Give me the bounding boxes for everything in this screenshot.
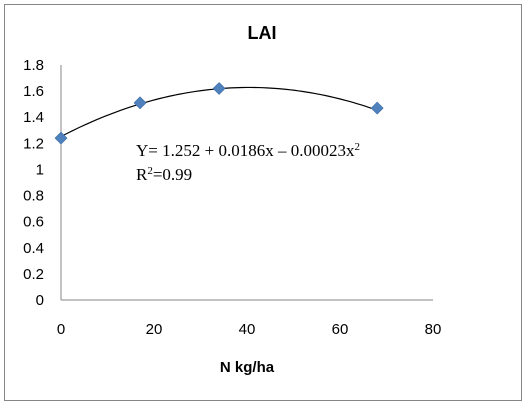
x-tick-label: 20 — [146, 321, 163, 338]
y-tick-labels: 0 0.2 0.4 0.6 0.8 1 1.2 1.4 1.6 1.8 — [23, 57, 44, 309]
x-tick-label: 0 — [57, 321, 65, 338]
data-points — [54, 82, 384, 145]
x-tick-label: 40 — [239, 321, 256, 338]
y-tick-label: 0.2 — [23, 266, 44, 283]
x-tick-labels: 0 20 40 60 80 — [57, 321, 442, 338]
y-tick-label: 0.8 — [23, 188, 44, 205]
y-tick-label: 0.4 — [23, 240, 44, 257]
x-tick-label: 80 — [425, 321, 442, 338]
chart-title: LAI — [248, 23, 277, 43]
data-point — [370, 101, 384, 115]
data-point — [133, 96, 147, 110]
data-point — [54, 131, 68, 145]
x-axis-title: N kg/ha — [220, 359, 275, 376]
r-squared-prefix: R — [136, 165, 148, 184]
y-tick-label: 0 — [36, 292, 44, 309]
y-tick-label: 1.6 — [23, 83, 44, 100]
r-squared-suffix: =0.99 — [153, 165, 192, 184]
data-point — [212, 82, 226, 95]
x-tick-label: 60 — [332, 321, 349, 338]
y-tick-label: 1 — [36, 161, 44, 178]
y-tick-label: 1.8 — [23, 57, 44, 74]
equation-superscript: 2 — [354, 141, 360, 153]
r-squared-superscript: 2 — [147, 165, 153, 177]
y-tick-label: 1.2 — [23, 135, 44, 152]
r-squared-label: R2=0.99 — [136, 165, 192, 184]
equation-label: Y= 1.252 + 0.0186x – 0.00023x2 — [136, 141, 360, 160]
y-tick-label: 0.6 — [23, 214, 44, 231]
equation-text: Y= 1.252 + 0.0186x – 0.00023x — [136, 141, 355, 160]
y-tick-label: 1.4 — [23, 109, 44, 126]
chart-frame — [4, 4, 522, 401]
